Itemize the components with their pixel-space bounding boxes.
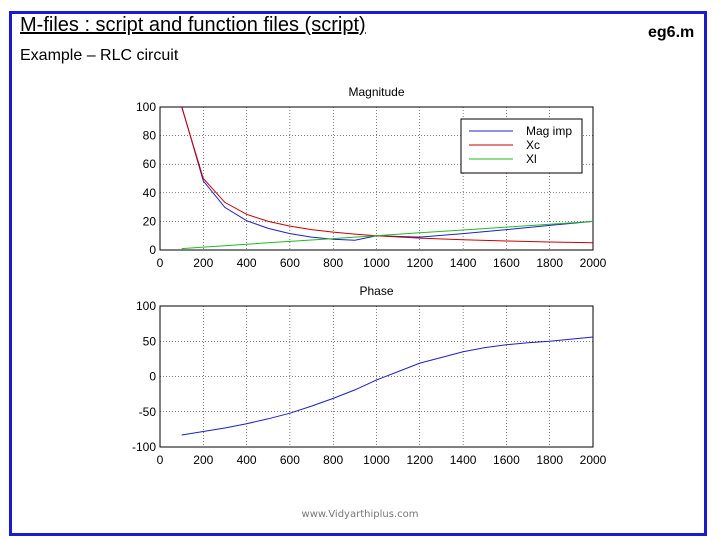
chart1-legend-label: Mag imp — [526, 124, 572, 138]
chart1-xtick-label: 2000 — [580, 256, 607, 270]
chart1-ytick-label: 60 — [143, 157, 157, 171]
chart1-xtick-label: 400 — [237, 256, 257, 270]
chart1-xtick-label: 200 — [193, 256, 213, 270]
slide-frame — [9, 11, 707, 536]
chart2-title: Phase — [359, 284, 393, 298]
slide-title: M-files : script and function files (scr… — [20, 14, 366, 36]
slide-subtitle: Example – RLC circuit — [20, 47, 179, 64]
chart1-ytick-label: 80 — [143, 129, 157, 143]
chart1-xtick-label: 1000 — [363, 256, 390, 270]
chart2-xtick-label: 600 — [280, 453, 300, 467]
file-name-tag: eg6.m — [648, 24, 695, 41]
chart1-ytick-label: 100 — [136, 100, 156, 114]
chart2-ytick-label: 0 — [149, 370, 156, 384]
chart2-ytick-label: 100 — [136, 299, 156, 313]
chart1-ytick-label: 0 — [149, 243, 156, 257]
chart1-xtick-label: 800 — [323, 256, 343, 270]
chart2-ytick-label: -50 — [139, 405, 157, 419]
chart1-series-xc-line — [181, 106, 594, 244]
chart2-xtick-label: 1400 — [450, 453, 477, 467]
chart1-legend-box — [460, 118, 583, 174]
chart1-ytick-label: 20 — [143, 214, 157, 228]
chart2-xtick-label: 400 — [237, 453, 257, 467]
chart2-xtick-label: 800 — [323, 453, 343, 467]
chart1-ytick-label: 40 — [143, 186, 157, 200]
chart1-xtick-label: 1600 — [493, 256, 520, 270]
chart1-title: Magnitude — [348, 85, 404, 99]
chart1-xtick-label: 1400 — [450, 256, 477, 270]
footer-watermark: www.Vidyarthiplus.com — [301, 509, 419, 520]
chart1-xtick-label: 0 — [157, 256, 164, 270]
chart2-xtick-label: 1600 — [493, 453, 520, 467]
chart1-legend-label: Xc — [526, 138, 540, 152]
chart1-xtick-label: 600 — [280, 256, 300, 270]
chart2-ytick-label: -100 — [132, 440, 156, 454]
chart2-series-phase-line — [181, 336, 594, 436]
chart1-xtick-label: 1800 — [536, 256, 563, 270]
chart2-xtick-label: 1200 — [406, 453, 433, 467]
chart1-series-xl-line — [181, 220, 594, 250]
chart2-xtick-label: 1800 — [536, 453, 563, 467]
chart2-xtick-label: 2000 — [580, 453, 607, 467]
chart1-xtick-label: 1200 — [406, 256, 433, 270]
chart2-xtick-label: 0 — [157, 453, 164, 467]
chart1-legend-label: Xl — [526, 152, 537, 166]
chart1-series-mag-imp-line — [181, 106, 594, 241]
chart2-xtick-label: 200 — [193, 453, 213, 467]
chart2-ytick-label: 50 — [143, 334, 157, 348]
chart2-xtick-label: 1000 — [363, 453, 390, 467]
